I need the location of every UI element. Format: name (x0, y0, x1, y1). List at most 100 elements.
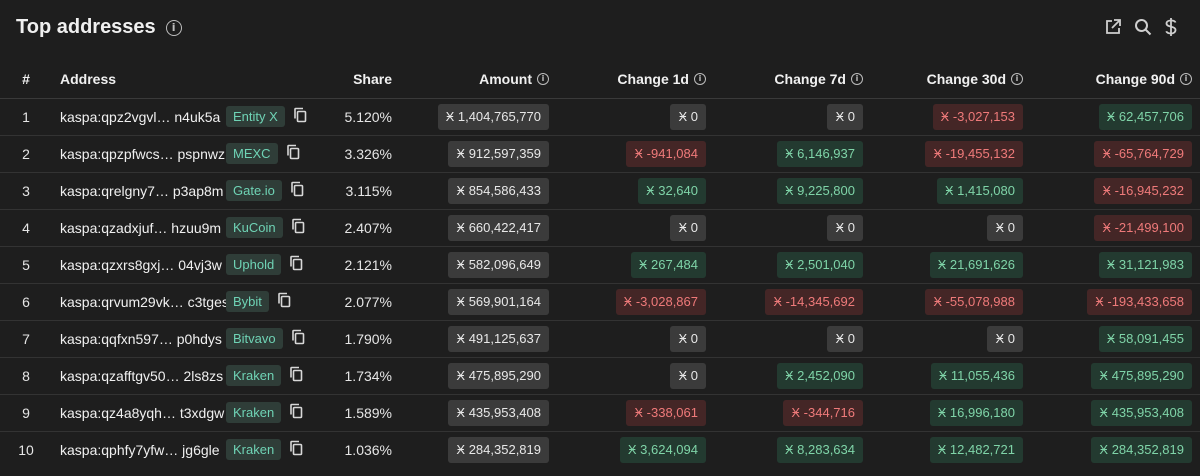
change-pill: Ӿ 0 (827, 325, 863, 352)
table-row: 3 kaspa:qrelgny7… p3ap8m Gate.io 3.115% Ӿ 85… (0, 172, 1200, 210)
copy-icon[interactable] (289, 255, 303, 274)
column-change-1d-label: Change 1d (617, 70, 689, 87)
amount-info-icon[interactable]: i (537, 72, 549, 85)
change-cell-c30d: Ӿ 12,482,721 (871, 431, 1031, 468)
address-wrap: kaspa:qpzpfwcs… pspnwz MEXC (60, 143, 334, 164)
change-pill: Ӿ 0 (670, 325, 706, 352)
change-pill: Ӿ 62,457,706 (1098, 103, 1192, 130)
change-cell-c7d: Ӿ 2,501,040 (714, 246, 871, 284)
address-link[interactable]: kaspa:qrelgny7… p3ap8m (60, 182, 224, 199)
address-link[interactable]: kaspa:qphfy7yfw… jg6gle (60, 441, 220, 458)
rank-cell: 3 (0, 172, 52, 210)
change-cell-c7d: Ӿ -344,716 (714, 394, 871, 432)
change-pill: Ӿ 6,146,937 (776, 140, 863, 167)
amount-pill: Ӿ 491,125,637 (448, 325, 549, 352)
table-row: 6 kaspa:qrvum29vk… c3tges Bybit 2.077% Ӿ 569… (0, 283, 1200, 321)
search-icon[interactable] (1134, 18, 1152, 36)
copy-icon[interactable] (290, 181, 304, 200)
copy-icon[interactable] (293, 107, 307, 126)
address-wrap: kaspa:qqfxn597… p0hdys Bitvavo (60, 328, 334, 349)
change-pill: Ӿ 12,482,721 (929, 436, 1023, 463)
panel-header: Top addresses i (0, 0, 1200, 56)
change-cell-c1d: Ӿ 0 (557, 320, 714, 358)
amount-cell: Ӿ 435,953,408 (400, 394, 557, 432)
change-pill: Ӿ 21,691,626 (929, 251, 1023, 278)
address-link[interactable]: kaspa:qz4a8yqh… t3xdgw (60, 404, 225, 421)
copy-icon[interactable] (277, 292, 291, 311)
copy-icon[interactable] (291, 218, 305, 237)
change-1d-info-icon[interactable]: i (694, 72, 706, 85)
address-link[interactable]: kaspa:qzafftgv50… 2ls8zs (60, 367, 224, 384)
change-cell-c1d: Ӿ 0 (557, 209, 714, 247)
change-pill: Ӿ 475,895,290 (1091, 362, 1192, 389)
change-pill: Ӿ 0 (670, 214, 706, 241)
change-pill: Ӿ 1,415,080 (936, 177, 1023, 204)
panel-title-wrap: Top addresses i (16, 16, 182, 39)
address-link[interactable]: kaspa:qpzpfwcs… pspnwz (60, 145, 225, 162)
change-cell-c90d: Ӿ -16,945,232 (1031, 172, 1200, 210)
change-cell-c90d: Ӿ 58,091,455 (1031, 320, 1200, 358)
change-pill: Ӿ -21,499,100 (1094, 214, 1192, 241)
change-pill: Ӿ -3,027,153 (932, 103, 1023, 130)
change-7d-info-icon[interactable]: i (851, 72, 863, 85)
address-wrap: kaspa:qpz2vgvl… n4uk5a Entity X (60, 106, 334, 127)
open-external-icon[interactable] (1104, 18, 1122, 36)
change-cell-c1d: Ӿ 267,484 (557, 246, 714, 284)
amount-cell: Ӿ 475,895,290 (400, 357, 557, 395)
amount-cell: Ӿ 284,352,819 (400, 431, 557, 468)
copy-icon[interactable] (289, 403, 303, 422)
share-cell: 1.589% (334, 394, 400, 432)
share-cell: 2.077% (334, 283, 400, 321)
rank-cell: 5 (0, 246, 52, 284)
amount-cell: Ӿ 582,096,649 (400, 246, 557, 284)
copy-icon[interactable] (286, 144, 300, 163)
change-pill: Ӿ -338,061 (626, 399, 706, 426)
amount-pill: Ӿ 284,352,819 (448, 436, 549, 463)
rank-cell: 7 (0, 320, 52, 358)
change-pill: Ӿ -193,433,658 (1087, 288, 1192, 315)
amount-cell: Ӿ 569,901,164 (400, 283, 557, 321)
amount-pill: Ӿ 435,953,408 (448, 399, 549, 426)
change-pill: Ӿ 9,225,800 (776, 177, 863, 204)
change-cell-c7d: Ӿ 9,225,800 (714, 172, 871, 210)
address-wrap: kaspa:qzadxjuf… hzuu9m KuCoin (60, 217, 334, 238)
address-link[interactable]: kaspa:qzxrs8gxj… 04vj3w (60, 256, 222, 273)
address-link[interactable]: kaspa:qqfxn597… p0hdys (60, 330, 222, 347)
copy-icon[interactable] (289, 366, 303, 385)
change-90d-info-icon[interactable]: i (1180, 72, 1192, 85)
change-cell-c7d: Ӿ 6,146,937 (714, 135, 871, 173)
change-30d-info-icon[interactable]: i (1011, 72, 1023, 85)
table-row: 5 kaspa:qzxrs8gxj… 04vj3w Uphold 2.121% Ӿ 58… (0, 246, 1200, 284)
change-cell-c1d: Ӿ 0 (557, 357, 714, 395)
address-cell: kaspa:qz4a8yqh… t3xdgw Kraken (52, 394, 334, 432)
copy-icon[interactable] (291, 329, 305, 348)
address-tag-badge: Uphold (226, 254, 282, 275)
address-wrap: kaspa:qrelgny7… p3ap8m Gate.io (60, 180, 334, 201)
share-cell: 1.790% (334, 320, 400, 358)
table-body: 1 kaspa:qpz2vgvl… n4uk5a Entity X 5.120% Ӿ 1… (0, 98, 1200, 468)
amount-cell: Ӿ 491,125,637 (400, 320, 557, 358)
column-share: Share (334, 60, 400, 99)
address-link[interactable]: kaspa:qrvum29vk… c3tges (60, 293, 226, 310)
change-cell-c90d: Ӿ 284,352,819 (1031, 431, 1200, 468)
address-link[interactable]: kaspa:qpz2vgvl… n4uk5a (60, 108, 221, 125)
address-tag-badge: Kraken (226, 402, 282, 423)
change-pill: Ӿ 11,055,436 (930, 362, 1023, 389)
change-cell-c90d: Ӿ 31,121,983 (1031, 246, 1200, 284)
change-cell-c30d: Ӿ 0 (871, 209, 1031, 247)
info-icon[interactable]: i (165, 19, 182, 36)
address-wrap: kaspa:qphfy7yfw… jg6gle Kraken (60, 439, 334, 461)
change-cell-c90d: Ӿ 62,457,706 (1031, 98, 1200, 136)
column-address: Address (52, 60, 334, 99)
currency-dollar-icon[interactable] (1164, 17, 1178, 37)
change-pill: Ӿ 284,352,819 (1091, 436, 1192, 463)
address-link[interactable]: kaspa:qzadxjuf… hzuu9m (60, 219, 222, 236)
table-row: 9 kaspa:qz4a8yqh… t3xdgw Kraken 1.589% Ӿ 435… (0, 394, 1200, 432)
address-tag-badge: Gate.io (226, 180, 282, 201)
change-pill: Ӿ -941,084 (626, 140, 706, 167)
change-pill: Ӿ 0 (670, 362, 706, 389)
table-row: 7 kaspa:qqfxn597… p0hdys Bitvavo 1.790% Ӿ 49… (0, 320, 1200, 358)
column-change-30d-label: Change 30d (926, 70, 1006, 87)
copy-icon[interactable] (289, 440, 303, 459)
change-cell-c30d: Ӿ 16,996,180 (871, 394, 1031, 432)
